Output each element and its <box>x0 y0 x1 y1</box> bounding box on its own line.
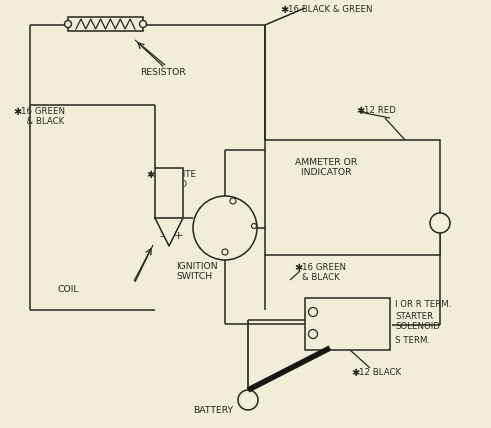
Text: COIL: COIL <box>58 285 80 294</box>
Text: 12 BLACK: 12 BLACK <box>359 368 401 377</box>
Circle shape <box>64 21 72 27</box>
Text: AMMETER OR
  INDICATOR: AMMETER OR INDICATOR <box>295 158 357 177</box>
Text: 16 GREEN
  & BLACK: 16 GREEN & BLACK <box>21 107 65 126</box>
Bar <box>155 168 183 218</box>
Text: -: - <box>159 231 163 241</box>
Text: 16 BLACK & GREEN: 16 BLACK & GREEN <box>288 5 373 14</box>
Text: STARTER
SOLENOID: STARTER SOLENOID <box>395 312 440 331</box>
Text: ✱: ✱ <box>146 170 154 180</box>
Text: ✱: ✱ <box>280 5 288 15</box>
Circle shape <box>308 307 318 316</box>
Circle shape <box>139 21 146 27</box>
Text: RESISTOR: RESISTOR <box>140 68 186 77</box>
Circle shape <box>222 249 228 255</box>
Text: ✱: ✱ <box>13 107 22 117</box>
Text: +: + <box>243 393 253 407</box>
Text: I OR R TERM.: I OR R TERM. <box>395 300 451 309</box>
Bar <box>305 298 390 350</box>
Text: ACC.: ACC. <box>216 234 234 243</box>
Circle shape <box>193 196 257 260</box>
Text: ✱: ✱ <box>356 106 364 116</box>
Circle shape <box>430 213 450 233</box>
Circle shape <box>308 330 318 339</box>
Text: AM.: AM. <box>220 209 234 219</box>
Text: ST. COIL: ST. COIL <box>211 223 239 229</box>
Polygon shape <box>155 218 183 246</box>
Text: BATTERY: BATTERY <box>193 406 233 415</box>
Circle shape <box>251 223 256 229</box>
Text: +: + <box>436 218 445 228</box>
Text: S TERM.: S TERM. <box>395 336 430 345</box>
Text: ✱: ✱ <box>294 263 302 273</box>
Text: 12 RED: 12 RED <box>364 106 396 115</box>
Circle shape <box>230 198 236 204</box>
Bar <box>265 140 440 255</box>
Text: ✱: ✱ <box>351 368 359 378</box>
Text: IGNITION
SWITCH: IGNITION SWITCH <box>176 262 218 281</box>
Text: +: + <box>173 231 183 241</box>
Text: 18 WHITE
  & RED: 18 WHITE & RED <box>154 170 196 190</box>
Bar <box>68 17 143 31</box>
Text: 16 GREEN
& BLACK: 16 GREEN & BLACK <box>302 263 346 282</box>
Circle shape <box>238 390 258 410</box>
